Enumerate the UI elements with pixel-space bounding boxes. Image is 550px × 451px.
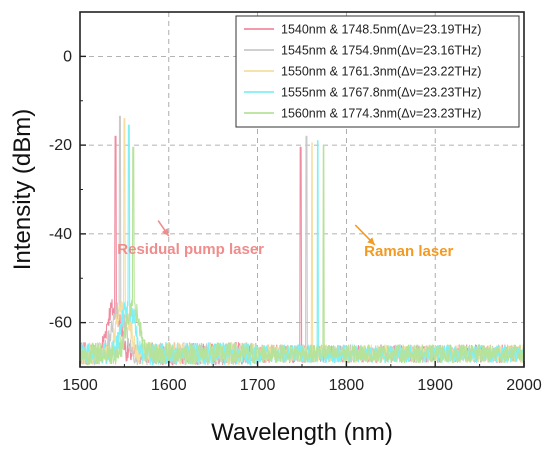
- legend-box: [235, 15, 520, 128]
- y-tick-label: -60: [49, 315, 72, 332]
- annotation-arrowhead: [161, 228, 169, 237]
- x-tick-label: 1600: [151, 377, 187, 394]
- legend-entry: 1540nm & 1748.5nm(Δν=23.19THz): [281, 23, 481, 37]
- legend-entry: 1545nm & 1754.9nm(Δν=23.16THz): [281, 44, 481, 58]
- annotation-label: Residual pump laser: [117, 241, 264, 258]
- y-tick-label: -20: [49, 137, 72, 154]
- annotation-label: Raman laser: [364, 243, 453, 260]
- x-tick-label: 1500: [62, 377, 98, 394]
- x-tick-label: 2000: [506, 377, 542, 394]
- y-tick-label: 0: [63, 48, 72, 65]
- legend: 1540nm & 1748.5nm(Δν=23.19THz) 1545nm & 1…: [235, 15, 520, 128]
- series-trace: [80, 144, 524, 366]
- annotation-arrowhead: [367, 237, 375, 245]
- x-tick-label: 1700: [240, 377, 276, 394]
- x-axis-title: Wavelength (nm): [211, 419, 393, 446]
- legend-entry: 1560nm & 1774.3nm(Δν=23.23THz): [281, 107, 481, 121]
- series-5: [80, 144, 524, 366]
- legend-entry: 1550nm & 1761.3nm(Δν=23.22THz): [281, 65, 481, 79]
- legend-entry: 1555nm & 1767.8nm(Δν=23.23THz): [281, 86, 481, 100]
- x-tick-label: 1800: [329, 377, 365, 394]
- axis-ticks: 1500 1600 1700 1800 1900 2000 -60 -40 -20 0: [49, 11, 542, 394]
- y-axis-title: Intensity (dBm): [9, 109, 36, 270]
- annotations: Residual pump laser Raman laser: [117, 220, 454, 260]
- y-tick-label: -40: [49, 226, 72, 243]
- x-tick-label: 1900: [417, 377, 453, 394]
- spectrum-series: [80, 115, 524, 366]
